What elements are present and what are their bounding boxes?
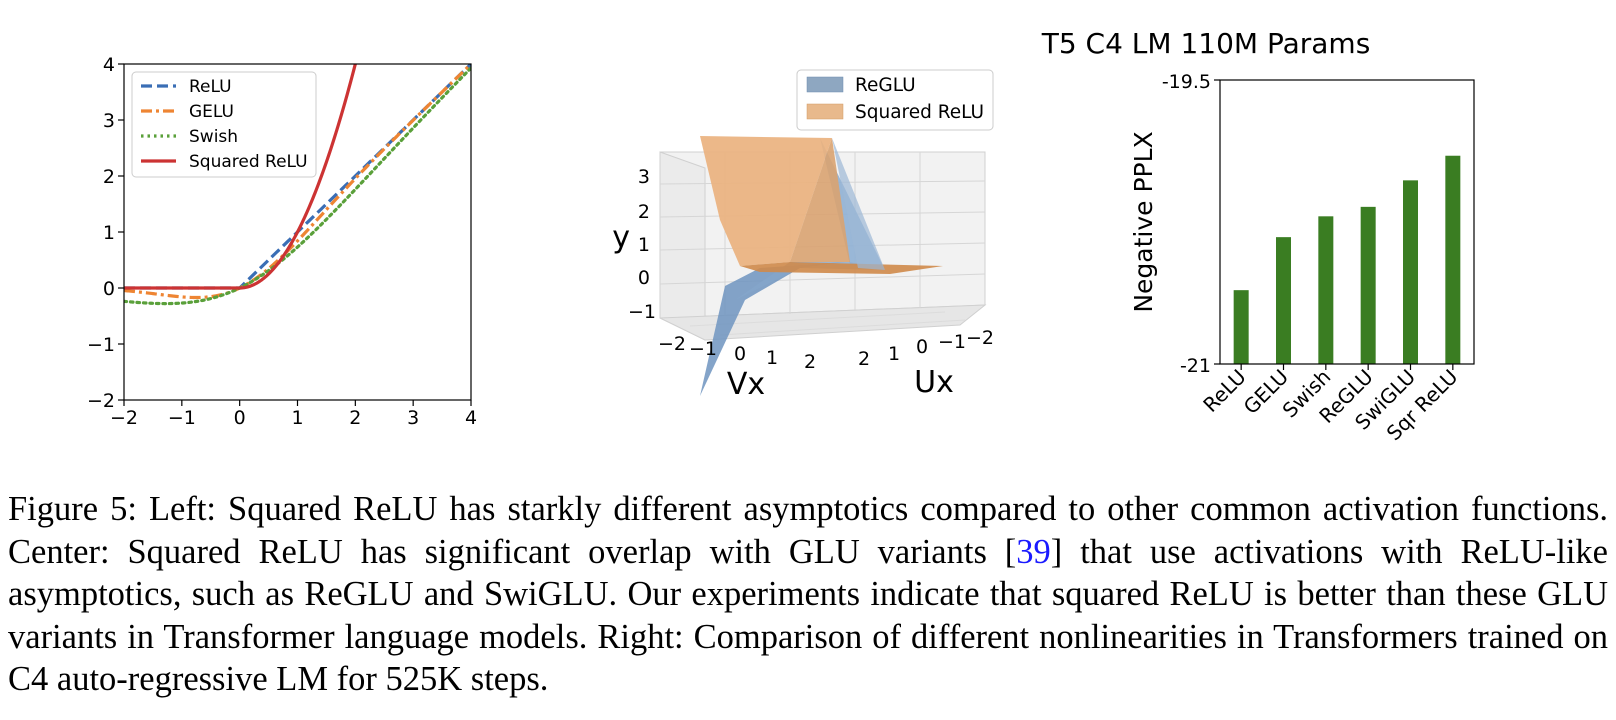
vx-tick: 0 — [734, 343, 746, 365]
legend-label: Squared ReLU — [189, 152, 308, 172]
ux-tick: −2 — [966, 327, 994, 349]
ux-tick: 1 — [888, 343, 900, 365]
citation-link[interactable]: 39 — [1016, 532, 1051, 571]
vx-tick: 2 — [804, 351, 816, 373]
pplx-bar-chart: T5 C4 LM 110M Params -19.5 -21 Negative … — [1041, 27, 1475, 445]
y-tick-label: −2 — [87, 390, 115, 412]
y-tick-label: 2 — [103, 166, 115, 188]
squared-relu-surface-left — [700, 136, 832, 266]
caption-text-continued: ] that use activations with ReLU-like as… — [8, 532, 1608, 699]
bar-reglu — [1360, 206, 1376, 364]
vx-axis-label: Vx — [727, 367, 765, 402]
y-tick-label: 3 — [103, 110, 115, 132]
ux-axis-label: Ux — [914, 365, 954, 400]
legend-swatch-squared-relu — [806, 103, 844, 120]
left-pane — [659, 151, 706, 341]
bar-relu — [1233, 290, 1249, 364]
legend-swatch-reglu — [806, 76, 844, 93]
y-tick-label: 4 — [103, 54, 115, 76]
legend-label-reglu: ReGLU — [855, 75, 916, 96]
z-tick: 0 — [638, 267, 650, 289]
y-tick-label: 0 — [103, 278, 115, 300]
bar-swish — [1318, 216, 1334, 364]
vx-tick: −2 — [658, 333, 686, 355]
z-tick: 2 — [638, 201, 650, 223]
caption-text: Figure 5: Left: Squared ReLU has starkly… — [8, 490, 1608, 571]
center-legend-frame — [796, 69, 994, 131]
z-axis-label: y — [612, 220, 630, 255]
reglu-surface-lower — [700, 262, 845, 396]
bar-sqr-relu — [1445, 155, 1461, 364]
figure-caption: Figure 5: Left: Squared ReLU has starkly… — [8, 488, 1608, 701]
vx-tick: −1 — [689, 338, 717, 360]
x-tick-label: 2 — [349, 407, 361, 429]
x-tick-label: 4 — [465, 407, 477, 429]
legend-label: ReLU — [189, 77, 232, 97]
floor-pane — [659, 304, 987, 341]
x-tick-label: 3 — [407, 407, 419, 429]
left-legend: ReLU GELU Swish Squared ReLU — [131, 71, 317, 178]
z-tick: 1 — [638, 234, 650, 256]
center-tick-labels: 3 2 1 0 −1 −2 −1 0 1 2 2 1 0 −1 −2 — [628, 166, 994, 373]
bar-chart-title: T5 C4 LM 110M Params — [1041, 27, 1371, 60]
surface-comparison-chart: 3 2 1 0 −1 −2 −1 0 1 2 2 1 0 −1 −2 y Vx … — [612, 69, 994, 402]
legend-label: Swish — [189, 127, 238, 147]
line-swish — [124, 66, 471, 306]
z-tick: −1 — [628, 301, 656, 323]
bar-swiglu — [1403, 180, 1418, 364]
ux-tick: 0 — [916, 336, 928, 358]
x-tick-label: −2 — [110, 407, 138, 429]
y-tick-label: −1 — [87, 334, 115, 356]
legend-label-squared-relu: Squared ReLU — [855, 102, 984, 123]
x-tick-label: 1 — [291, 407, 303, 429]
line-squared-relu — [124, 64, 357, 290]
x-tick-label: 0 — [234, 407, 246, 429]
bar-gelu — [1276, 237, 1291, 364]
activation-functions-chart: −2 −1 0 1 2 3 4 −2 −1 0 1 2 3 4 ReLU GELU Swish Squared … — [87, 54, 477, 429]
y-tick-top: -19.5 — [1162, 71, 1211, 93]
center-legend: ReGLU Squared ReLU — [796, 69, 994, 131]
vx-tick: 1 — [766, 347, 778, 369]
line-gelu — [124, 64, 471, 300]
squared-relu-surface-fold — [790, 138, 850, 262]
x-tick-label: −1 — [168, 407, 196, 429]
bar-plot-frame — [1219, 79, 1475, 365]
y-tick-bottom: -21 — [1180, 355, 1211, 377]
z-tick: 3 — [638, 166, 650, 188]
reglu-surface-mid — [735, 262, 885, 300]
ux-tick: 2 — [858, 348, 870, 370]
y-tick-label: 1 — [103, 222, 115, 244]
reglu-surface-front — [832, 138, 885, 270]
bar-y-axis-label: Negative PPLX — [1129, 131, 1158, 312]
ux-tick: −1 — [938, 331, 966, 353]
left-legend-frame — [131, 71, 317, 178]
squared-relu-surface-flat — [740, 262, 943, 274]
legend-label: GELU — [189, 102, 234, 122]
